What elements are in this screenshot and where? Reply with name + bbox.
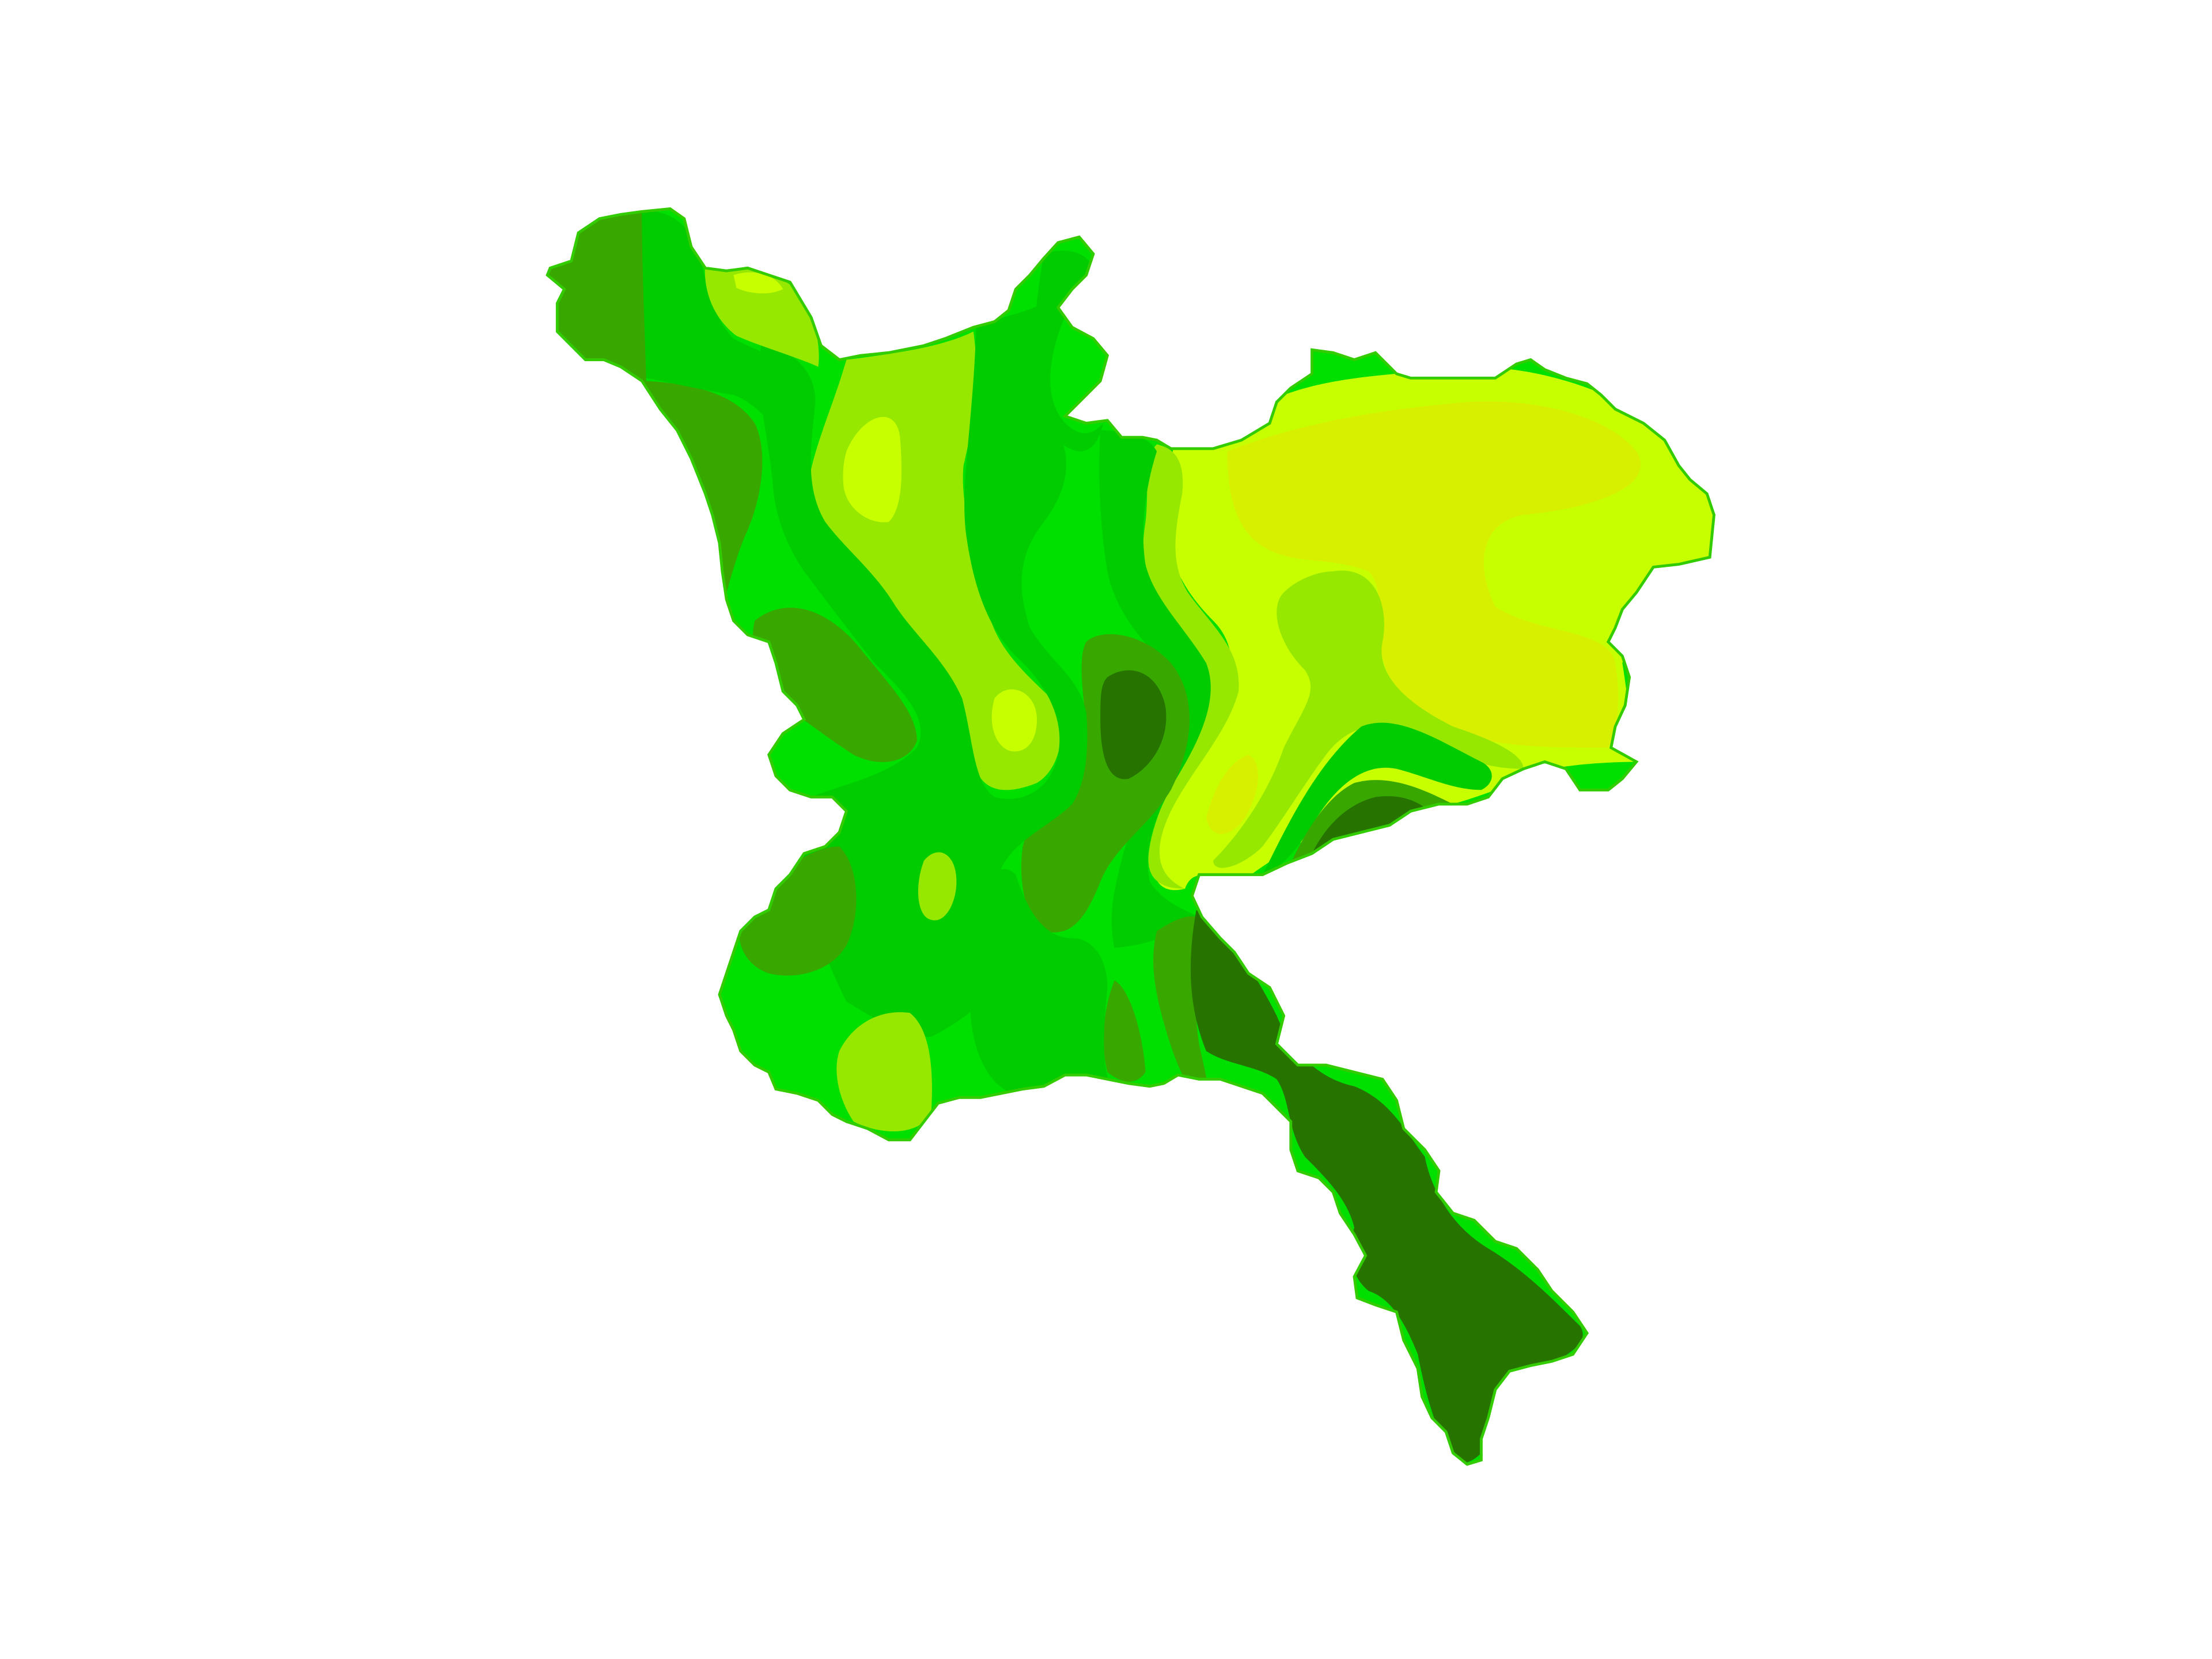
band-yellow-northeast bbox=[1227, 401, 1641, 748]
band-light-green-east-column bbox=[1143, 444, 1239, 889]
band-yellow-green-northwest-tip bbox=[733, 272, 783, 294]
band-green-north-spike bbox=[1033, 251, 1104, 452]
band-dark-green-south-center bbox=[1103, 980, 1146, 1082]
band-darkest-green-center-top bbox=[1100, 670, 1166, 779]
band-yellow-green-island-2 bbox=[991, 689, 1037, 752]
band-green-central-column bbox=[1099, 430, 1211, 948]
region-outline bbox=[546, 207, 1715, 1466]
band-dark-green-west bbox=[753, 607, 917, 762]
band-yellow-green-island-1 bbox=[843, 416, 902, 522]
band-light-green-tongue bbox=[1213, 570, 1524, 868]
band-dark-green-southwest bbox=[738, 846, 857, 976]
band-light-green-island-lower bbox=[918, 852, 957, 921]
band-green-south-center bbox=[969, 869, 1115, 1097]
band-dark-green-southeast bbox=[1290, 780, 1455, 863]
band-light-green-south-lobe bbox=[836, 1012, 932, 1132]
band-light-green-northwest bbox=[704, 261, 819, 367]
band-green-southeast bbox=[1262, 722, 1492, 875]
band-green-northwest bbox=[642, 211, 812, 438]
band-darkest-green-tail bbox=[1191, 910, 1583, 1463]
band-yellow-center-east bbox=[1206, 755, 1258, 834]
